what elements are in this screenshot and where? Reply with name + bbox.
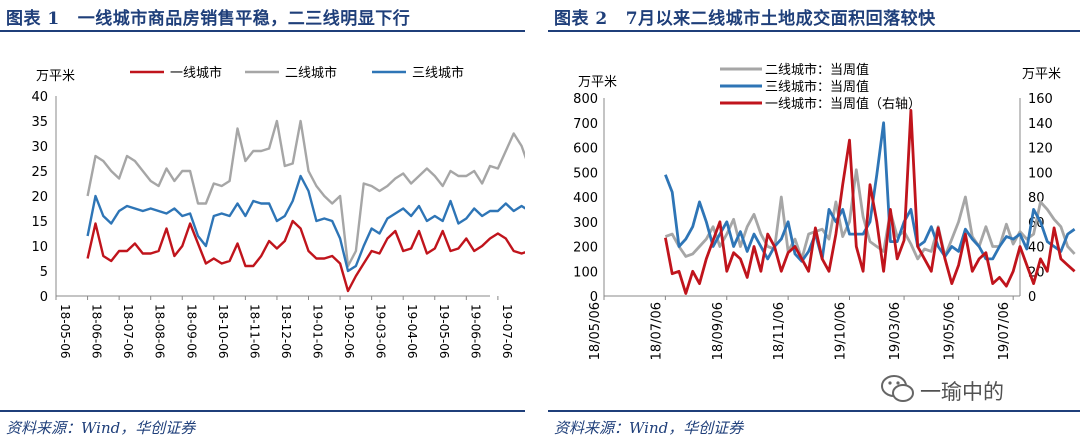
left-figure-number: 图表 1	[6, 9, 60, 29]
right-line-chart: 万平米万平米0100200300400500600700800020406080…	[573, 62, 1076, 360]
y-tick-label: 30	[31, 140, 48, 155]
x-tick-label: 19/03/06	[888, 302, 903, 360]
x-tick-label: 19-02-06	[342, 304, 356, 358]
x-tick-label: 18/09/06	[711, 302, 726, 360]
left-source-note: 资料来源：Wind，华创证券	[6, 419, 196, 437]
series-line	[86, 174, 525, 273]
x-tick-label: 18/05/06	[588, 302, 603, 360]
left-figure-caption: 一线城市商品房销售平稳，二三线明显下行	[77, 9, 411, 29]
right-source-rule	[548, 410, 1080, 412]
wechat-icon	[881, 375, 914, 402]
x-tick-label: 19-03-06	[374, 304, 388, 358]
right-figure-caption: 7月以来二线城市土地成交面积回落较快	[625, 9, 936, 29]
series-line	[664, 168, 1076, 261]
y-tick-label: 0	[590, 290, 598, 305]
left-title-rule	[0, 30, 525, 32]
y-tick-label: 5	[40, 265, 48, 280]
y-tick-label: 25	[31, 165, 48, 180]
legend-label: 三线城市	[412, 65, 464, 81]
y2-axis-unit: 万平米	[1022, 67, 1061, 82]
y-tick-label: 700	[573, 117, 598, 132]
x-tick-label: 18-07-06	[121, 304, 135, 358]
x-tick-label: 19/05/06	[943, 302, 958, 360]
legend-label: 一线城市	[170, 65, 222, 81]
x-tick-label: 19/10/06	[834, 302, 849, 360]
x-tick-label: 18/11/06	[772, 302, 787, 360]
series-line	[664, 109, 1076, 295]
x-tick-label: 19-05-06	[437, 304, 451, 358]
left-figure-title: 图表 1 一线城市商品房销售平稳，二三线明显下行	[6, 4, 410, 29]
y-tick-label: 500	[573, 166, 598, 181]
y2-tick-label: 160	[1028, 92, 1053, 107]
x-tick-label: 19/07/06	[997, 302, 1012, 360]
x-tick-label: 18-11-06	[247, 304, 261, 358]
x-tick-label: 18-06-06	[90, 304, 104, 358]
y2-tick-label: 0	[1028, 290, 1036, 305]
y2-tick-label: 100	[1028, 166, 1053, 181]
legend-label: 三线城市：当周值	[765, 79, 869, 95]
left-panel: 图表 1 一线城市商品房销售平稳，二三线明显下行 万平米 0 5 10 15 20 25 30 3…	[0, 0, 525, 439]
legend-label: 二线城市：当周值	[765, 62, 869, 78]
y-tick-label: 100	[573, 265, 598, 280]
y-tick-label: 15	[31, 215, 48, 230]
x-tick-label: 19-04-06	[405, 304, 419, 358]
y-tick-label: 200	[573, 241, 598, 256]
left-line-chart: 万平米 0 5 10 15 20 25 30 35 40 18-05-06 18-06-06 18-07…	[31, 65, 525, 358]
x-tick-label: 18-10-06	[216, 304, 230, 358]
watermark: 一瑜中的	[880, 372, 1070, 408]
right-source-note: 资料来源：Wind，华创证券	[554, 419, 744, 437]
x-tick-label: 18-05-06	[58, 304, 72, 358]
y-tick-label: 400	[573, 191, 598, 206]
right-figure-title: 图表 2 7月以来二线城市土地成交面积回落较快	[554, 4, 936, 29]
series-line	[86, 119, 525, 268]
y-tick-label: 20	[31, 190, 48, 205]
watermark-text: 一瑜中的	[920, 380, 1004, 404]
x-tick-label: 19-07-06	[500, 304, 514, 358]
right-figure-number: 图表 2	[554, 9, 608, 29]
right-panel: 图表 2 7月以来二线城市土地成交面积回落较快 万平米 万平米 0 100 200 300 4…	[548, 0, 1080, 439]
y-axis-unit: 万平米	[578, 75, 617, 90]
y-tick-label: 40	[31, 90, 48, 105]
y2-tick-label: 140	[1028, 117, 1053, 132]
series-line	[664, 121, 1076, 263]
x-tick-label: 18-12-06	[279, 304, 293, 358]
right-title-rule	[548, 30, 1080, 32]
y2-tick-label: 120	[1028, 142, 1053, 157]
x-tick-label: 19-06-06	[468, 304, 482, 358]
y-tick-label: 800	[573, 92, 598, 107]
x-tick-label: 18-09-06	[184, 304, 198, 358]
y-tick-label: 0	[40, 290, 48, 305]
x-tick-label: 18/07/06	[649, 302, 664, 360]
y-tick-label: 10	[31, 240, 48, 255]
legend-label: 二线城市	[285, 65, 337, 81]
y-tick-label: 35	[31, 115, 48, 130]
series-line	[86, 219, 525, 293]
x-tick-label: 19-01-06	[311, 304, 325, 358]
y-axis-unit: 万平米	[36, 69, 75, 84]
left-source-rule	[0, 410, 525, 412]
legend-label: 一线城市：当周值（右轴）	[765, 96, 921, 112]
y-tick-label: 600	[573, 142, 598, 157]
y2-tick-label: 40	[1028, 241, 1045, 256]
x-tick-label: 18-08-06	[153, 304, 167, 358]
y-tick-label: 300	[573, 216, 598, 231]
